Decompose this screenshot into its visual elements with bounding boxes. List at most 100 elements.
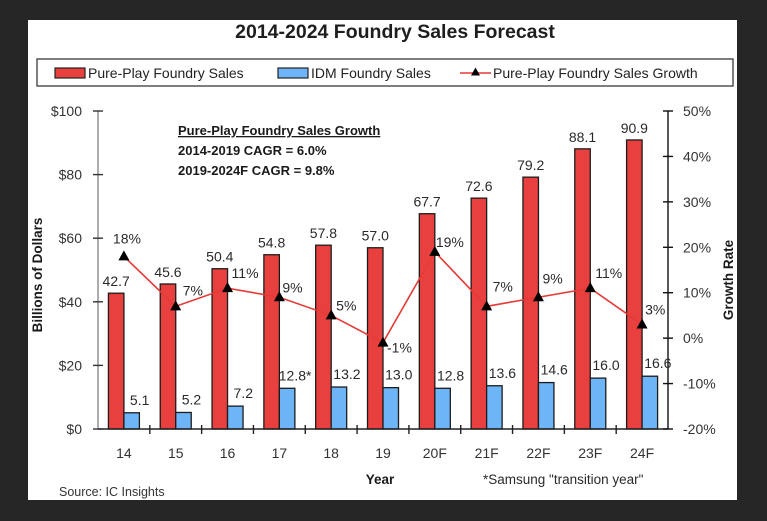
bar-idm-19: [382, 387, 400, 430]
data-labels-layer: 42.7 45.6 50.4 54.8 57.8 57.0 67.7 72.6 79.2 88.1…: [103, 120, 672, 408]
label-pure-play-19: 57.0: [362, 228, 389, 244]
x-axis-title: Year: [366, 472, 395, 487]
growth-marker-21F: [481, 300, 493, 311]
label-idm-16: 7.2: [234, 385, 254, 401]
y-tick-label-right: 30%: [683, 194, 711, 210]
legend-triangle-marker-icon: [471, 67, 480, 76]
label-idm-17: 12.8*: [279, 367, 312, 383]
label-idm-20F: 12.8: [437, 367, 464, 383]
bar-idm-16: [226, 405, 244, 430]
footnote: *Samsung "transition year": [483, 472, 644, 487]
label-pure-play-18: 57.8: [310, 225, 337, 241]
label-pure-play-24F: 90.9: [621, 120, 648, 136]
label-growth-18: 5%: [336, 297, 356, 313]
y-tick-label-left: $20: [59, 357, 83, 373]
growth-marker-15: [170, 300, 182, 311]
label-pure-play-15: 45.6: [154, 264, 181, 280]
label-growth-19: -1%: [387, 340, 412, 356]
bar-pure-play-22F: [522, 176, 540, 430]
y-tick-label-left: $60: [59, 230, 83, 246]
label-idm-19: 13.0: [385, 367, 412, 383]
x-tick-label-20F: 20F: [423, 445, 447, 461]
legend: Pure-Play Foundry Sales IDM Foundry Sale…: [36, 58, 734, 87]
growth-marker-14: [118, 250, 130, 261]
cagr-heading: Pure-Play Foundry Sales Growth: [178, 123, 380, 138]
bar-idm-21F: [485, 385, 503, 430]
x-tick-label-22F: 22F: [526, 445, 550, 461]
x-tick-label-21F: 21F: [475, 445, 499, 461]
y-axis-title-right: Growth Rate: [721, 239, 736, 320]
bar-pure-play-20F: [418, 213, 436, 430]
bar-pure-play-24F: [625, 139, 643, 430]
y-tick-label-right: 10%: [683, 285, 711, 301]
bar-idm-23F: [589, 377, 607, 430]
bar-pure-play-18: [315, 244, 332, 430]
x-tick-label-23F: 23F: [578, 445, 602, 461]
source-note: Source: IC Insights: [59, 485, 165, 499]
bar-pure-play-21F: [470, 197, 488, 430]
label-idm-18: 13.2: [333, 366, 360, 382]
label-growth-23F: 11%: [595, 265, 622, 281]
axes-layer: $0 $20 $40 $60 $80 $100 -20% -10% 0% 10% 20% 30% 40%…: [51, 103, 716, 461]
label-pure-play-20F: 67.7: [413, 194, 440, 210]
x-tick-label-18: 18: [323, 445, 339, 461]
cagr-line-2014-2019: 2014-2019 CAGR = 6.0%: [178, 143, 327, 158]
cagr-line-2019-2024: 2019-2024F CAGR = 9.8%: [178, 163, 335, 178]
x-tick-label-14: 14: [116, 445, 132, 461]
label-growth-17: 9%: [282, 279, 302, 295]
growth-marker-18: [325, 309, 337, 320]
cagr-annotation: Pure-Play Foundry Sales Growth 2014-2019…: [178, 123, 380, 178]
bar-idm-17: [278, 387, 296, 430]
bar-idm-18: [330, 386, 348, 430]
label-pure-play-23F: 88.1: [569, 129, 596, 145]
x-tick-label-19: 19: [375, 445, 391, 461]
x-tick-label-24F: 24F: [630, 445, 654, 461]
y-tick-label-right: -10%: [683, 376, 716, 392]
growth-marker-19: [377, 336, 389, 347]
bar-pure-play-14: [107, 292, 125, 430]
y-tick-label-right: -20%: [683, 421, 716, 437]
bar-pure-play-17: [263, 254, 281, 430]
label-idm-14: 5.1: [130, 392, 150, 408]
label-pure-play-17: 54.8: [258, 235, 285, 251]
legend-label-idm-sales: IDM Foundry Sales: [311, 65, 431, 81]
label-idm-24F: 16.6: [644, 355, 671, 371]
y-axis-title-left: Billions of Dollars: [30, 218, 45, 333]
bars-layer: [107, 139, 659, 430]
legend-label-pure-play-sales: Pure-Play Foundry Sales: [88, 65, 244, 81]
bar-idm-15: [175, 411, 192, 430]
chart-title: 2014-2024 Foundry Sales Forecast: [235, 21, 555, 43]
y-tick-label-right: 40%: [683, 148, 711, 164]
growth-line-layer: [118, 245, 648, 347]
growth-marker-23F: [584, 282, 596, 293]
label-growth-20F: 19%: [436, 234, 464, 250]
legend-swatch-idm-sales: [277, 67, 309, 79]
y-tick-label-left: $40: [59, 294, 83, 310]
x-tick-label-16: 16: [220, 445, 236, 461]
y-tick-label-left: $0: [66, 421, 82, 437]
growth-marker-24F: [636, 318, 648, 329]
label-idm-22F: 14.6: [541, 362, 568, 378]
bar-idm-22F: [537, 381, 555, 430]
y-tick-label-right: 0%: [683, 330, 703, 346]
label-pure-play-21F: 72.6: [465, 178, 492, 194]
bar-idm-20F: [434, 387, 451, 430]
label-growth-15: 7%: [183, 282, 203, 298]
y-tick-label-right: 50%: [683, 103, 711, 119]
label-growth-16: 11%: [232, 265, 259, 281]
label-pure-play-16: 50.4: [206, 249, 233, 265]
x-tick-label-17: 17: [272, 445, 288, 461]
growth-marker-17: [273, 291, 285, 302]
legend-box: [36, 58, 734, 87]
growth-marker-22F: [532, 291, 544, 302]
y-tick-label-right: 20%: [683, 239, 711, 255]
growth-marker-20F: [429, 245, 441, 256]
legend-swatch-pure-play-sales: [54, 67, 86, 79]
x-tick-label-15: 15: [168, 445, 184, 461]
bar-idm-14: [123, 412, 141, 430]
legend-label-growth: Pure-Play Foundry Sales Growth: [493, 65, 698, 81]
label-growth-21F: 7%: [493, 278, 513, 294]
label-idm-23F: 16.0: [592, 357, 619, 373]
label-growth-14: 18%: [113, 230, 141, 246]
